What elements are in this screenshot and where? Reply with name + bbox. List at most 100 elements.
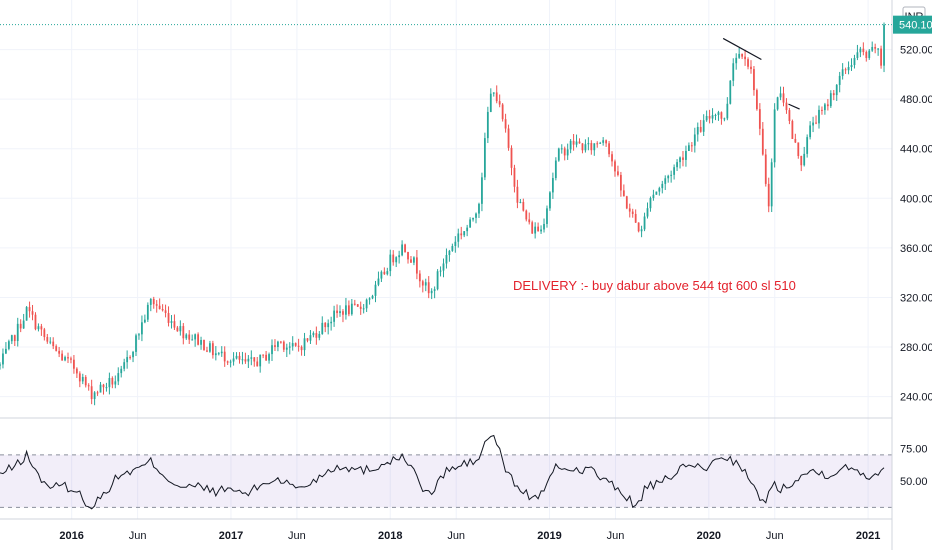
candle-body: [274, 345, 276, 347]
candle-body: [58, 350, 61, 354]
candle-body: [19, 323, 22, 329]
candle-body: [93, 392, 96, 400]
candle-body: [410, 259, 412, 263]
candle-body: [368, 298, 371, 300]
candle-body: [31, 311, 34, 315]
candle-body: [439, 270, 442, 272]
candle-body: [365, 299, 368, 309]
candle-body: [770, 162, 773, 207]
candle-body: [646, 208, 649, 217]
candle-body: [146, 304, 149, 320]
candle-body: [868, 50, 871, 58]
time-tick-label: 2017: [219, 530, 243, 542]
candle-body: [43, 329, 46, 338]
candle-body: [756, 90, 758, 110]
candle-body: [767, 183, 770, 207]
candle-body: [608, 143, 610, 155]
candle-body: [812, 122, 814, 126]
candle-body: [188, 334, 191, 340]
candle-body: [741, 53, 744, 57]
candle-body: [350, 303, 353, 315]
candle-body: [649, 198, 652, 209]
candle-body: [803, 153, 806, 166]
trendline[interactable]: [788, 103, 800, 110]
candle-body: [758, 109, 761, 129]
candle-body: [466, 227, 469, 232]
rsi-series[interactable]: [0, 434, 885, 510]
candle-body: [708, 115, 711, 119]
candle-body: [220, 351, 223, 354]
time-axis[interactable]: 2016 Jun 2017 Jun 2018 Jun 2019 Jun 2020 Jun 2021: [59, 530, 880, 542]
price-candles[interactable]: [0, 22, 885, 406]
candle-body: [250, 357, 253, 359]
time-tick-label: 2018: [378, 530, 402, 542]
candle-body: [55, 346, 58, 351]
candle-body: [152, 298, 155, 305]
rsi-axis[interactable]: 50.00 75.00: [900, 443, 928, 488]
candle-body: [386, 271, 389, 275]
candle-body: [407, 252, 409, 260]
candle-body: [572, 140, 575, 145]
candle-body: [78, 373, 81, 382]
candle-body: [687, 145, 690, 151]
price-axis[interactable]: 240.00 280.00 320.00 360.00 400.00 440.00 480.…: [900, 45, 932, 404]
rsi-band-fill: [0, 454, 892, 508]
candle-body: [214, 353, 217, 356]
candle-body: [625, 196, 628, 209]
candle-body: [602, 140, 605, 143]
candle-body: [73, 359, 75, 369]
candle-body: [333, 310, 336, 322]
rsi-line: [0, 434, 885, 510]
candle-body: [481, 177, 483, 204]
time-tick-label: 2020: [697, 530, 721, 542]
candle-body: [436, 271, 439, 290]
candle-body: [244, 359, 247, 362]
candle-body: [522, 201, 525, 211]
candle-body: [655, 191, 658, 195]
candle-body: [380, 271, 383, 279]
candle-body: [415, 257, 418, 274]
candle-body: [619, 174, 622, 191]
candle-body: [637, 222, 640, 232]
candle-body: [821, 109, 823, 111]
candle-body: [587, 143, 590, 145]
candle-body: [129, 357, 131, 359]
candle-body: [640, 229, 643, 232]
price-tick-label: 440.00: [900, 144, 932, 156]
candle-body: [105, 387, 108, 389]
candle-body: [460, 233, 463, 236]
trendline[interactable]: [722, 37, 762, 61]
candle-body: [540, 229, 542, 232]
candle-body: [744, 56, 746, 60]
candle-body: [753, 69, 755, 91]
candle-body: [330, 321, 333, 324]
candle-body: [16, 323, 19, 342]
candle-body: [676, 162, 678, 168]
candle-body: [732, 63, 735, 81]
candle-body: [628, 208, 631, 212]
candle-body: [883, 24, 885, 66]
candle-body: [534, 226, 537, 234]
candle-body: [117, 373, 120, 382]
candle-body: [84, 376, 87, 386]
time-tick-label: Jun: [288, 530, 306, 542]
candle-body: [241, 359, 244, 361]
candle-body: [315, 333, 318, 338]
candle-body: [392, 254, 395, 263]
candle-body: [829, 93, 832, 107]
candle-body: [2, 353, 4, 365]
candle-body: [303, 338, 306, 351]
candle-body: [685, 150, 687, 160]
candle-body: [726, 103, 729, 119]
candle-body: [312, 333, 315, 336]
candle-body: [483, 138, 486, 178]
candle-body: [738, 53, 741, 58]
trendlines[interactable]: [722, 37, 800, 110]
candle-body: [40, 326, 43, 330]
candle-body: [111, 377, 114, 385]
candle-body: [433, 289, 436, 291]
candle-body: [238, 355, 241, 360]
candle-body: [359, 306, 362, 309]
trade-annotation[interactable]: DELIVERY :- buy dabur above 544 tgt 600 …: [513, 278, 796, 293]
candle-body: [223, 351, 226, 362]
